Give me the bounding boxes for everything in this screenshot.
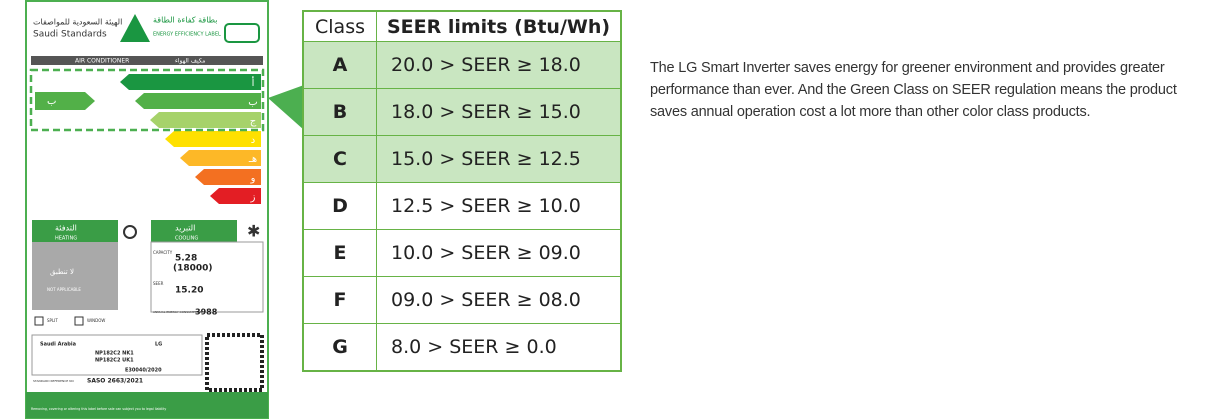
table-row: D 12.5 > SEER ≥ 10.0	[302, 182, 622, 230]
grade-arrow	[150, 112, 261, 128]
split-check	[34, 316, 44, 326]
table-row: E 10.0 > SEER ≥ 09.0	[302, 229, 622, 277]
not-applicable: NOT APPLICABLE	[47, 287, 81, 292]
header-arabic: الهيئة السعودية للمواصفات	[33, 18, 122, 27]
highlight-box	[29, 68, 265, 132]
grade-letter: أ	[252, 76, 255, 89]
product-bar	[31, 56, 263, 65]
seer-label: SEER	[153, 281, 164, 286]
table-row: F 09.0 > SEER ≥ 08.0	[302, 276, 622, 324]
cooling-header	[151, 220, 237, 242]
heating-arabic: التدفئة	[55, 224, 77, 233]
header-cell: SEER limits (Btu/Wh)	[376, 10, 622, 42]
split: SPLIT	[47, 318, 58, 323]
seer-range: 20.0 > SEER ≥ 18.0	[376, 41, 622, 89]
table-row: C 15.0 > SEER ≥ 12.5	[302, 135, 622, 183]
pointer-triangle	[268, 85, 304, 130]
grade-letter: د	[251, 135, 255, 146]
country: Saudi Arabia	[40, 342, 76, 348]
seer-range: 09.0 > SEER ≥ 08.0	[376, 276, 622, 324]
grade-arrow	[120, 74, 261, 90]
class-cell: E	[302, 229, 377, 277]
ac-icon	[224, 23, 260, 43]
seer: 15.20	[175, 286, 203, 296]
header-row: Class SEER limits (Btu/Wh)	[302, 10, 622, 42]
grade-arrow	[210, 188, 261, 204]
class-cell: B	[302, 88, 377, 136]
qr-code	[205, 333, 264, 392]
class-cell: F	[302, 276, 377, 324]
standard: SASO 2663/2021	[87, 378, 143, 385]
logo	[120, 14, 150, 42]
rating: ب	[47, 96, 56, 107]
table-row: A 20.0 > SEER ≥ 18.0	[302, 41, 622, 89]
product-arabic: مكيف الهواء	[175, 58, 205, 65]
heating-body	[32, 242, 118, 310]
class-cell: A	[302, 41, 377, 89]
snow-icon: ✱	[247, 222, 260, 241]
grade-letter: ز	[250, 192, 256, 203]
seer-range: 12.5 > SEER ≥ 10.0	[376, 182, 622, 230]
capacity-label: CAPACITY	[153, 250, 173, 255]
grade-arrow	[135, 93, 261, 109]
grade-letter: ج	[250, 116, 257, 127]
cooling-arabic: التبريد	[175, 224, 195, 233]
heating-header	[32, 220, 118, 242]
not-applicable-arabic: لا تنطبق	[50, 268, 74, 276]
energy-label: الهيئة السعودية للمواصفات Saudi Standard…	[25, 0, 269, 419]
brand: LG	[155, 342, 162, 348]
window-check	[74, 316, 84, 326]
table-row: G 8.0 > SEER ≥ 0.0	[302, 323, 622, 372]
cooling-body	[150, 241, 264, 313]
footer-bar	[26, 392, 268, 418]
header-en: Saudi Standards	[33, 30, 107, 40]
label-title: ENERGY EFFICIENCY LABEL	[153, 32, 221, 38]
registration: E30040/2020	[125, 368, 162, 374]
label-arabic: بطاقة كفاءة الطاقة	[153, 16, 217, 25]
pointer	[268, 85, 304, 130]
seer-table: Class SEER limits (Btu/Wh) A 20.0 > SEER …	[302, 10, 622, 372]
product: AIR CONDITIONER	[75, 58, 129, 65]
model: NP182C2 NK1	[95, 351, 134, 357]
table-row: B 18.0 > SEER ≥ 15.0	[302, 88, 622, 136]
seer-range: 18.0 > SEER ≥ 15.0	[376, 88, 622, 136]
seer-range: 15.0 > SEER ≥ 12.5	[376, 135, 622, 183]
grade-arrow	[165, 131, 261, 147]
header-cell: Class	[302, 10, 377, 42]
class-cell: D	[302, 182, 377, 230]
grade-letter: هـ	[248, 154, 257, 165]
seer-range: 8.0 > SEER ≥ 0.0	[376, 323, 622, 372]
seer-range: 10.0 > SEER ≥ 09.0	[376, 229, 622, 277]
footer: Removing, covering or altering this labe…	[31, 407, 166, 411]
heating: HEATING	[55, 236, 77, 242]
window: WINDOW	[87, 318, 105, 323]
rating-arrow	[35, 92, 95, 110]
info-box	[31, 334, 203, 376]
class-cell: G	[302, 323, 377, 372]
description: The LG Smart Inverter saves energy for g…	[650, 60, 1177, 120]
consumption: 3988	[195, 308, 218, 317]
grade-arrow	[180, 150, 261, 166]
class-cell: C	[302, 135, 377, 183]
sun-icon	[123, 225, 137, 239]
capacity-btu: (18000)	[173, 264, 213, 274]
model: NP182C2 UK1	[95, 358, 134, 364]
grade-letter: و	[250, 173, 256, 184]
cooling: COOLING	[175, 236, 198, 242]
standard-label: STANDARD REFERENCE NO	[33, 379, 74, 383]
capacity: 5.28	[175, 254, 197, 264]
grade-arrow	[195, 169, 261, 185]
consumption-label: ANNUAL ENERGY CONSUMPTION	[153, 310, 202, 314]
grade-letter: ب	[248, 97, 257, 108]
